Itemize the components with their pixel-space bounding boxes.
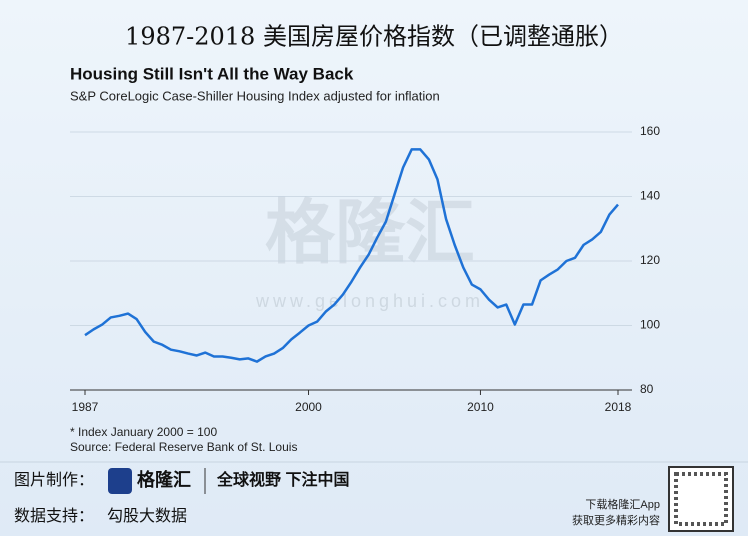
y-tick-label: 80 [640, 382, 654, 396]
logo: 格隆汇 [137, 469, 191, 490]
watermark: 格隆汇 [265, 193, 475, 271]
y-tick-label: 100 [640, 318, 660, 332]
qr-pattern [674, 472, 728, 526]
page-title: 1987-2018 美国房屋价格指数（已调整通胀） [125, 23, 623, 51]
y-tick-label: 160 [640, 124, 660, 138]
y-tick-label: 120 [640, 253, 660, 267]
chart-title: Housing Still Isn't All the Way Back [70, 64, 354, 83]
qr-code [668, 466, 734, 532]
watermark-url: www.gelonghui.com [255, 291, 484, 311]
logo-icon [108, 468, 132, 494]
note: * Index January 2000 = 100 [70, 425, 217, 439]
data-label: 数据支持： [14, 507, 94, 525]
slogan: 全球视野 下注中国 [216, 470, 349, 489]
data-source: 勾股大数据 [107, 507, 187, 525]
y-tick-label: 140 [640, 189, 660, 203]
x-tick-label: 2010 [467, 400, 494, 414]
made-by-label: 图片制作： [14, 471, 94, 489]
x-tick-label: 2018 [605, 400, 632, 414]
x-tick-label: 1987 [72, 400, 99, 414]
chart-subtitle: S&P CoreLogic Case-Shiller Housing Index… [70, 88, 440, 103]
source: Source: Federal Reserve Bank of St. Loui… [70, 440, 297, 454]
app-line: 获取更多精彩内容 [572, 513, 660, 527]
x-tick-label: 2000 [295, 400, 322, 414]
app-line: 下载格隆汇App [585, 497, 660, 511]
line-series [84, 148, 619, 363]
